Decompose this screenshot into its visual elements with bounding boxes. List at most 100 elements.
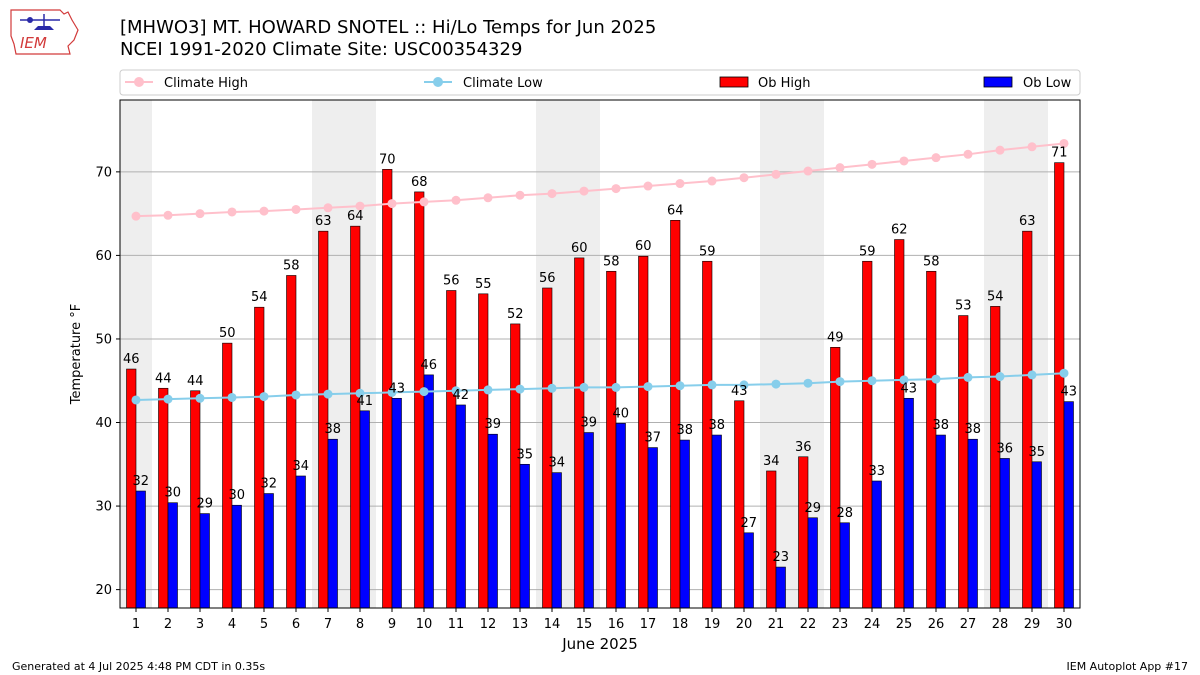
x-tick-label: 10 [416, 617, 433, 632]
ob-low-label: 32 [132, 474, 149, 489]
ob-low-bar [583, 432, 594, 609]
y-tick-label: 50 [95, 332, 112, 347]
climate-low-point [259, 392, 269, 402]
ob-low-label: 39 [484, 417, 501, 432]
ob-low-bar [359, 410, 370, 609]
climate-high-point [803, 166, 813, 176]
ob-low-bar [903, 397, 914, 609]
ob-low-bar [455, 404, 466, 609]
bar-labels: 46 32 44 30 44 29 50 30 54 32 58 34 63 38 64 41 70 43 68 46… [123, 146, 1077, 565]
ob-high-bar [926, 270, 937, 609]
ob-high-bar [766, 470, 777, 609]
ob-low-bar [743, 532, 754, 609]
ob-low-bar [647, 447, 658, 609]
ob-high-bar [734, 400, 745, 609]
climate-low-point [451, 386, 461, 396]
climate-high-line [135, 142, 1065, 218]
ob-low-label: 43 [388, 381, 405, 396]
climate-high-point [1027, 142, 1037, 152]
logo-text: IEM [20, 34, 47, 52]
ob-high-bar [574, 257, 585, 609]
ob-low-label: 36 [996, 441, 1013, 456]
climate-low-point [131, 395, 141, 405]
ob-low-label: 42 [452, 388, 469, 403]
climate-high-point [867, 159, 877, 169]
climate-high-point [259, 206, 269, 216]
climate-low-point [195, 393, 205, 403]
ob-high-label: 50 [219, 326, 236, 341]
ob-high-label: 60 [571, 241, 588, 256]
x-tick-label: 8 [356, 617, 364, 632]
iem-logo: IEM [10, 9, 79, 55]
ob-low-bar [295, 475, 306, 609]
ob-low-bar [679, 439, 690, 609]
ob-low-bar [1063, 401, 1074, 609]
x-tick-label: 3 [196, 617, 204, 632]
legend-swatch-ob-low [983, 76, 1013, 88]
plot-frame [119, 99, 1081, 609]
climate-high-point [419, 197, 429, 207]
ob-high-bar [222, 342, 233, 609]
climate-high-point [707, 176, 717, 186]
x-tick-label: 22 [800, 617, 817, 632]
y-tick-label: 40 [95, 416, 112, 431]
ob-high-bar [510, 323, 521, 609]
x-tick-label: 20 [736, 617, 753, 632]
ob-low-label: 33 [868, 464, 885, 479]
ob-low-bar [391, 397, 402, 609]
ob-low-bar [839, 522, 850, 609]
ob-low-label: 35 [516, 447, 533, 462]
ob-high-label: 46 [123, 352, 140, 367]
ob-high-label: 64 [667, 203, 684, 218]
x-tick-label: 24 [864, 617, 881, 632]
ob-high-label: 62 [891, 223, 908, 238]
ob-high-label: 68 [411, 175, 428, 190]
climate-low-point [163, 394, 173, 404]
climate-low-point [579, 382, 589, 392]
ob-high-label: 36 [795, 440, 812, 455]
climate-high-point [131, 211, 141, 221]
x-tick-label: 9 [388, 617, 396, 632]
climate-high-point [547, 189, 557, 199]
ob-low-label: 27 [740, 516, 757, 531]
climate-low-point [1027, 370, 1037, 380]
ob-low-label: 38 [932, 418, 949, 433]
ob-high-bar [798, 456, 809, 609]
ob-low-bar [263, 493, 274, 609]
footer-app: IEM Autoplot App #17 [1066, 660, 1189, 673]
x-tick-label: 28 [992, 617, 1009, 632]
ob-low-bar [615, 423, 626, 609]
ob-high-label: 59 [699, 244, 716, 259]
climate-high-point [579, 186, 589, 196]
ob-low-bar [327, 438, 338, 609]
ob-low-label: 35 [1028, 445, 1045, 460]
climate-high-point [835, 163, 845, 173]
ob-low-label: 38 [324, 422, 341, 437]
x-tick-label: 23 [832, 617, 849, 632]
ob-high-label: 44 [155, 371, 172, 386]
ob-low-bar [487, 433, 498, 609]
climate-high-point [163, 210, 173, 220]
ob-low-bar [551, 472, 562, 609]
climate-high-point [931, 153, 941, 163]
climate-high-point [771, 169, 781, 179]
climate-low-point [387, 387, 397, 397]
ob-low-label: 38 [676, 423, 693, 438]
legend: Climate High Climate Low Ob High Ob Low [119, 69, 1081, 96]
climate-low-point [771, 379, 781, 389]
legend-marker-climate-high [134, 77, 144, 87]
footer-generated: Generated at 4 Jul 2025 4:48 PM CDT in 0… [12, 660, 266, 673]
climate-high-point [195, 209, 205, 219]
ob-high-label: 64 [347, 209, 364, 224]
climate-high-point [739, 173, 749, 183]
ob-low-label: 32 [260, 477, 277, 492]
ob-high-label: 53 [955, 299, 972, 314]
x-tick-label: 4 [228, 617, 236, 632]
x-tick-label: 21 [768, 617, 785, 632]
ob-high-label: 56 [539, 271, 556, 286]
legend-swatch-ob-high [719, 76, 749, 88]
x-tick-label: 25 [896, 617, 913, 632]
climate-high-point [355, 201, 365, 211]
x-tick-label: 19 [704, 617, 721, 632]
